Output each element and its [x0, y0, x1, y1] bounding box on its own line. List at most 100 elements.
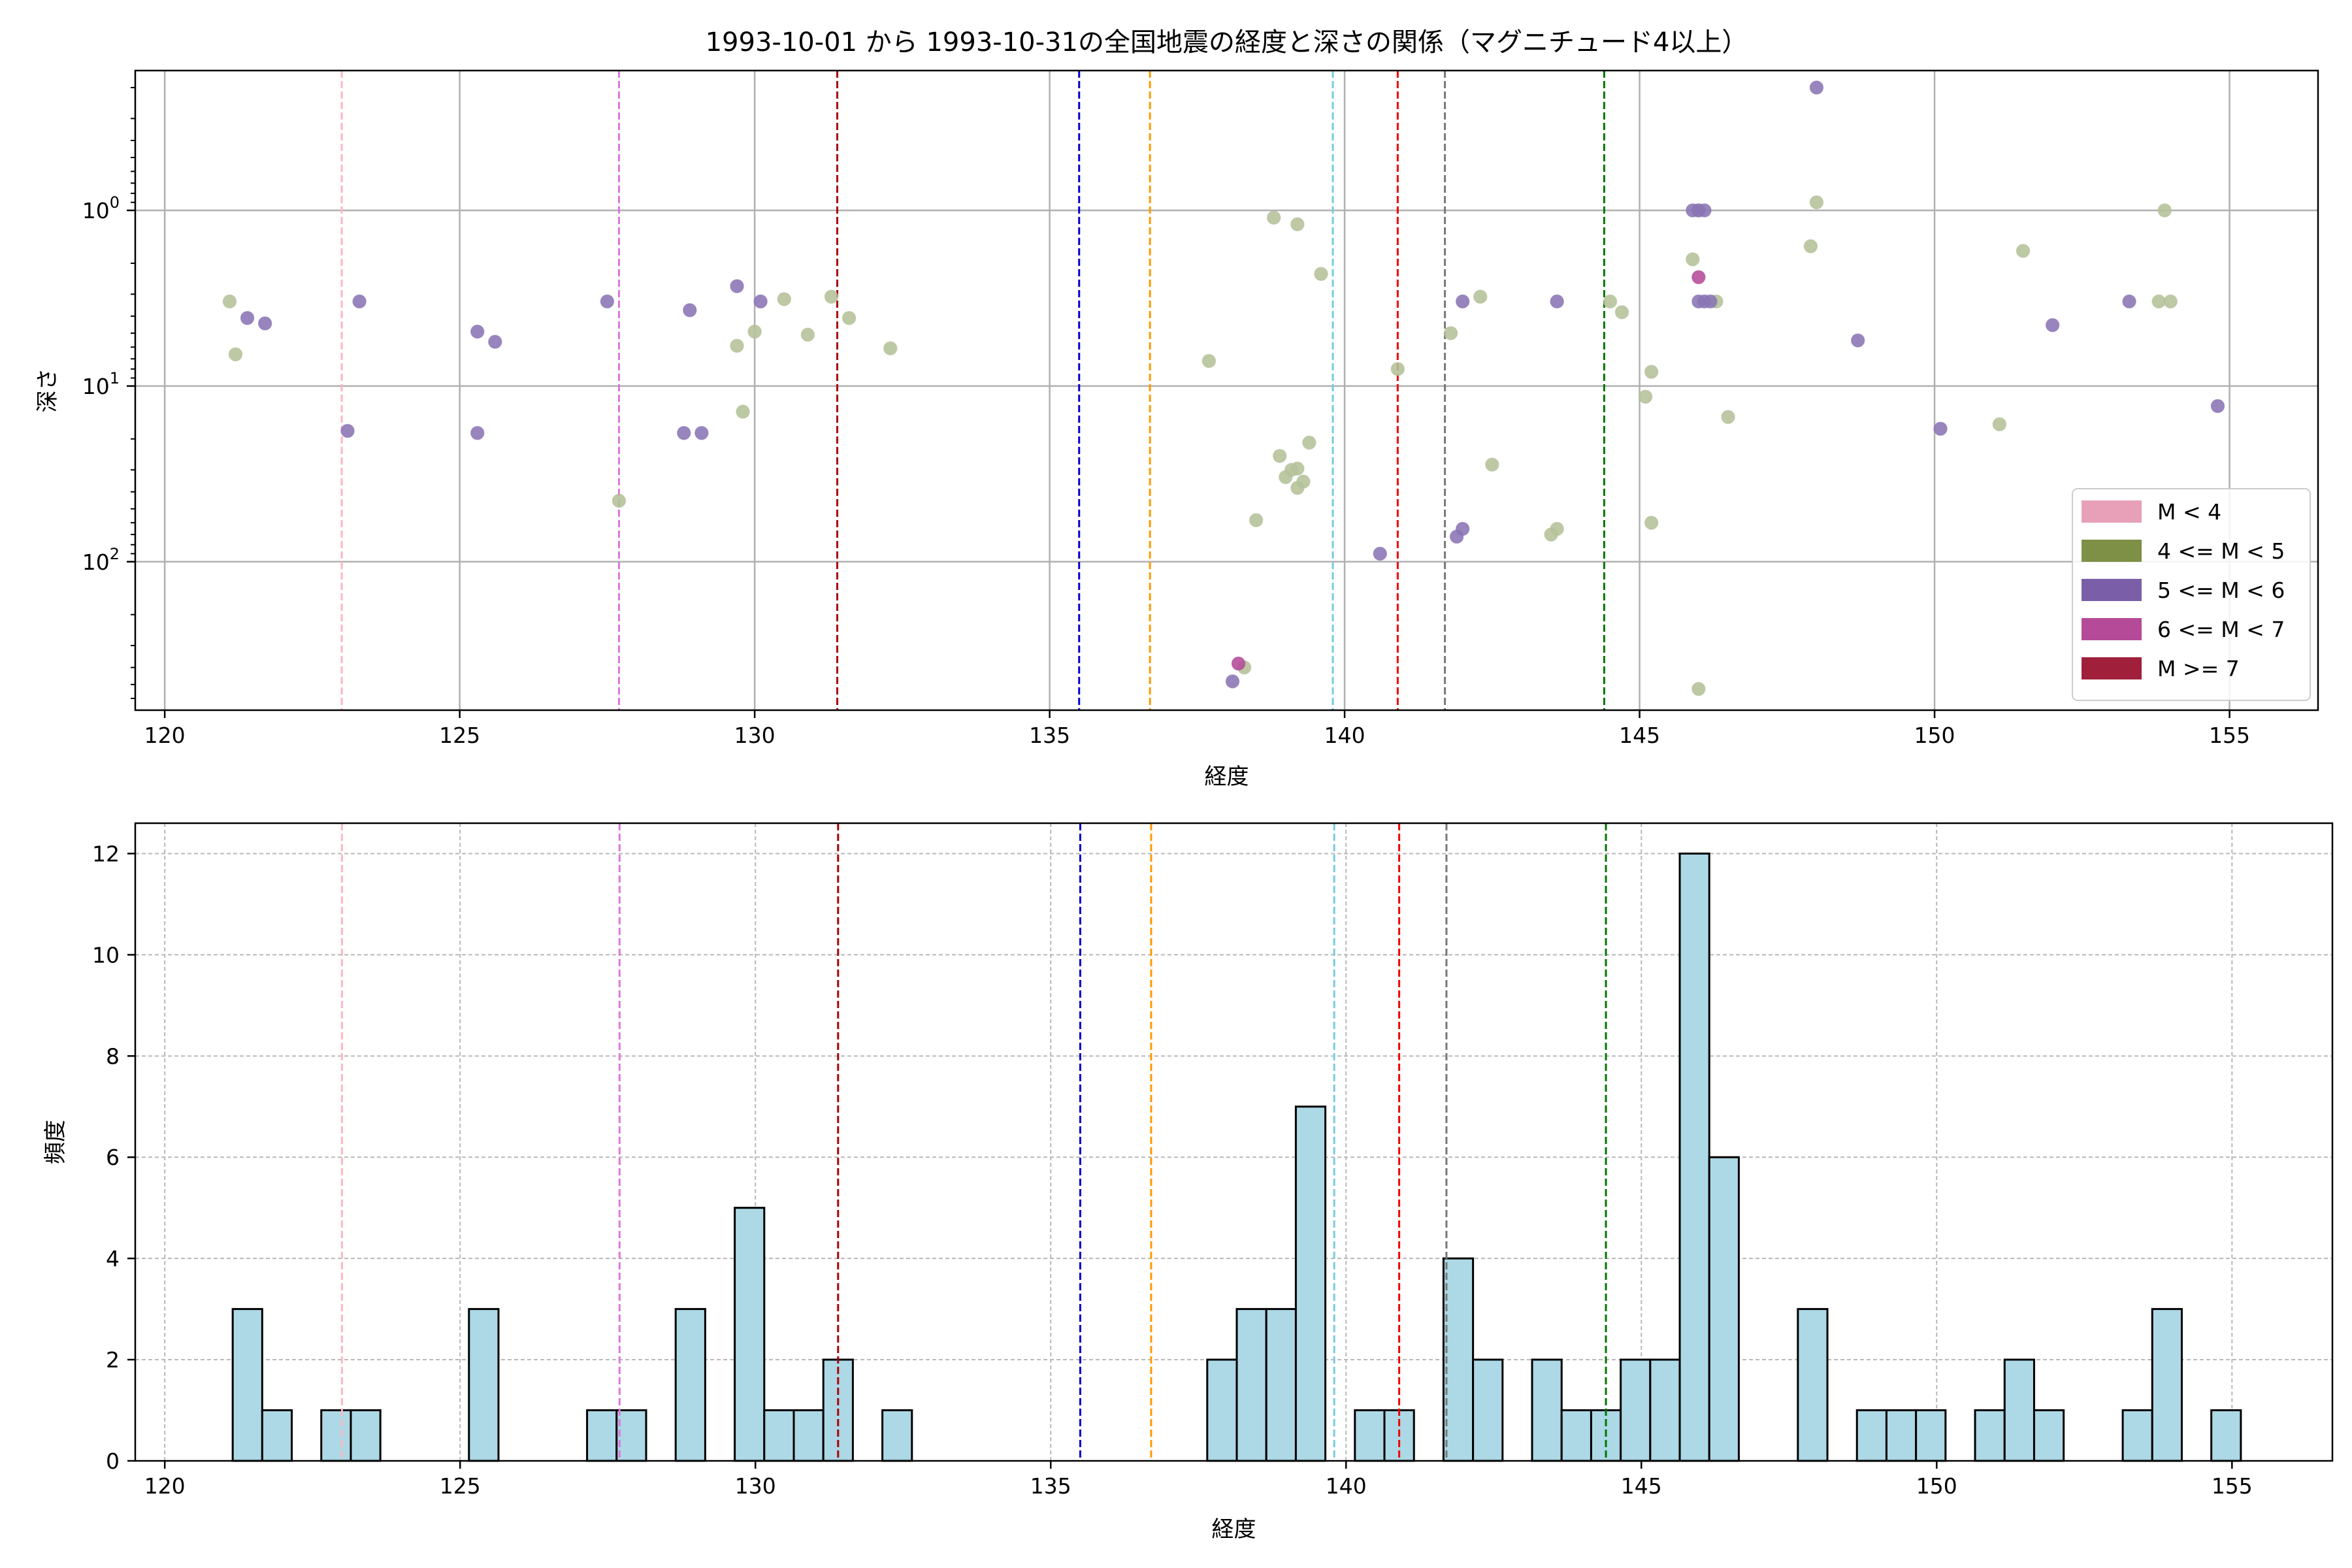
- data-point: [841, 311, 857, 325]
- data-point: [470, 425, 485, 440]
- data-point: [352, 294, 367, 309]
- data-point: [470, 324, 485, 339]
- y-tick-label: 4: [106, 1246, 120, 1271]
- y-tick-label: 6: [106, 1145, 120, 1170]
- histogram-y-ticks: 0 2 4 6 8 10 12: [92, 841, 135, 1474]
- histogram-bar: [468, 1308, 500, 1462]
- legend-label: 5 <= M < 6: [2157, 578, 2285, 603]
- data-point: [824, 289, 839, 304]
- x-tick-label: 155: [2209, 723, 2250, 748]
- histogram-bar: [586, 1409, 618, 1462]
- y-tick-label: 102: [82, 545, 120, 575]
- data-point: [1803, 239, 1818, 253]
- histogram-bar: [231, 1308, 263, 1462]
- histogram-bar: [763, 1409, 795, 1462]
- y-tick-label: 101: [82, 369, 120, 399]
- histogram-bar: [1531, 1358, 1563, 1462]
- data-point: [1314, 267, 1328, 282]
- scatter-points: [222, 80, 2225, 696]
- data-point: [1302, 435, 1316, 450]
- data-point: [1644, 515, 1659, 530]
- histogram-bar: [1974, 1409, 2006, 1462]
- data-point: [694, 425, 709, 440]
- legend-label: 6 <= M < 7: [2157, 617, 2285, 642]
- x-tick-label: 145: [1621, 1473, 1662, 1499]
- x-tick-label: 150: [1916, 1473, 1957, 1499]
- data-point: [228, 347, 243, 362]
- data-point: [1850, 333, 1865, 348]
- series-2: [1231, 270, 1706, 671]
- data-point: [1809, 195, 1824, 210]
- data-point: [1266, 210, 1281, 225]
- legend-label: 4 <= M < 5: [2157, 538, 2285, 564]
- histogram-bar: [1235, 1308, 1267, 1462]
- data-point: [1225, 674, 1240, 689]
- data-point: [1373, 546, 1388, 561]
- data-point: [1390, 362, 1405, 376]
- data-point: [2210, 399, 2225, 414]
- series-0: [222, 195, 2178, 696]
- data-point: [600, 294, 615, 309]
- histogram-bar: [1708, 1156, 1740, 1462]
- data-point: [777, 292, 792, 306]
- data-point: [1231, 656, 1246, 671]
- x-axis-label: 経度: [1212, 1516, 1256, 1543]
- legend-swatch: [2082, 579, 2142, 601]
- data-point: [1485, 457, 1499, 472]
- data-point: [683, 303, 697, 318]
- data-point: [747, 324, 762, 339]
- data-point: [730, 338, 744, 353]
- x-tick-label: 145: [1619, 723, 1660, 748]
- histogram-bar: [1649, 1358, 1681, 1462]
- data-point: [257, 316, 272, 331]
- data-point: [1550, 521, 1564, 536]
- data-point: [1686, 252, 1700, 267]
- y-tick-exponent: 1: [110, 369, 120, 387]
- legend-label: M >= 7: [2157, 656, 2240, 681]
- histogram-bar: [1472, 1358, 1504, 1462]
- histogram-bar: [2151, 1308, 2183, 1462]
- histogram-bar: [734, 1207, 766, 1462]
- histogram-bar: [350, 1409, 382, 1462]
- x-tick-label: 130: [735, 1473, 776, 1499]
- data-point: [1550, 294, 1564, 309]
- data-point: [2157, 203, 2172, 218]
- data-point: [1691, 270, 1706, 284]
- histogram-bar: [320, 1409, 352, 1462]
- histogram-bar: [1206, 1358, 1238, 1462]
- data-point: [1614, 305, 1629, 319]
- y-tick-label: 0: [106, 1448, 120, 1474]
- y-tick-base: 10: [82, 374, 110, 399]
- histogram-bar: [1294, 1105, 1327, 1462]
- data-point: [1933, 421, 1948, 436]
- legend-swatch: [2082, 618, 2142, 640]
- data-point: [736, 404, 750, 419]
- data-point: [2151, 294, 2166, 309]
- data-point: [240, 311, 255, 325]
- data-point: [2122, 294, 2136, 309]
- data-point: [800, 327, 815, 342]
- histogram-bar: [881, 1409, 913, 1462]
- histogram-bar: [261, 1409, 293, 1462]
- data-point: [883, 341, 898, 355]
- data-point: [1290, 461, 1305, 476]
- histogram-x-ticks: 120 125 130 135 140 145 150 155: [144, 1461, 2253, 1499]
- histogram-bar: [615, 1409, 647, 1462]
- x-tick-label: 125: [439, 723, 480, 748]
- legend-swatch: [2082, 540, 2142, 562]
- data-point: [612, 493, 627, 508]
- x-axis-label: 経度: [1205, 764, 1249, 790]
- histogram-bar: [1620, 1358, 1652, 1462]
- data-point: [1443, 326, 1458, 340]
- series-1: [240, 80, 2225, 689]
- x-tick-label: 155: [2212, 1473, 2253, 1499]
- histogram-frame: [134, 822, 2334, 1462]
- histogram-bar: [1442, 1257, 1475, 1462]
- data-point: [677, 425, 691, 440]
- data-point: [1473, 289, 1488, 304]
- data-point: [1455, 521, 1470, 536]
- legend-swatch: [2082, 657, 2142, 679]
- data-point: [1721, 410, 1735, 424]
- histogram-bar: [2121, 1409, 2153, 1462]
